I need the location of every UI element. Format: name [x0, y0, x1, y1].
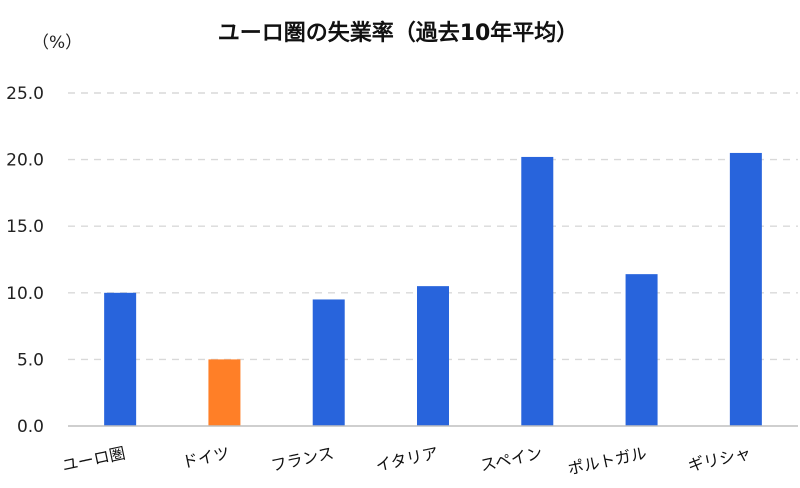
bar-5 — [521, 156, 554, 426]
x-tick-label: ポルトガル — [566, 443, 648, 478]
x-tick-label: ドイツ — [180, 443, 231, 472]
y-tick-label: 0.0 — [17, 417, 44, 437]
bars — [104, 152, 762, 426]
y-axis-ticks: 0.0 5.0 10.0 15.0 20.0 25.0 — [6, 84, 44, 437]
y-tick-label: 10.0 — [6, 284, 44, 304]
x-tick-label: ユーロ圏 — [60, 443, 127, 475]
y-tick-label: 20.0 — [6, 151, 44, 171]
x-axis-ticks: ユーロ圏 ドイツ フランス イタリア スペイン ポルトガル ギリシャ — [60, 443, 752, 478]
bar-2 — [208, 359, 241, 426]
x-tick-label: イタリア — [374, 443, 440, 475]
chart-title: ユーロ圏の失業率（過去10年平均） — [218, 20, 579, 46]
y-tick-label: 25.0 — [6, 84, 44, 104]
x-tick-label: ギリシャ — [686, 443, 753, 475]
y-tick-label: 15.0 — [6, 217, 44, 237]
bar-3 — [312, 299, 345, 426]
x-tick-label: スペイン — [479, 443, 544, 475]
bar-1 — [104, 292, 137, 426]
bar-4 — [417, 286, 449, 426]
bar-7 — [729, 152, 762, 426]
bar-6 — [625, 274, 658, 426]
unit-label: （%） — [32, 33, 82, 53]
x-tick-label: フランス — [269, 443, 335, 475]
y-tick-label: 5.0 — [17, 350, 44, 370]
